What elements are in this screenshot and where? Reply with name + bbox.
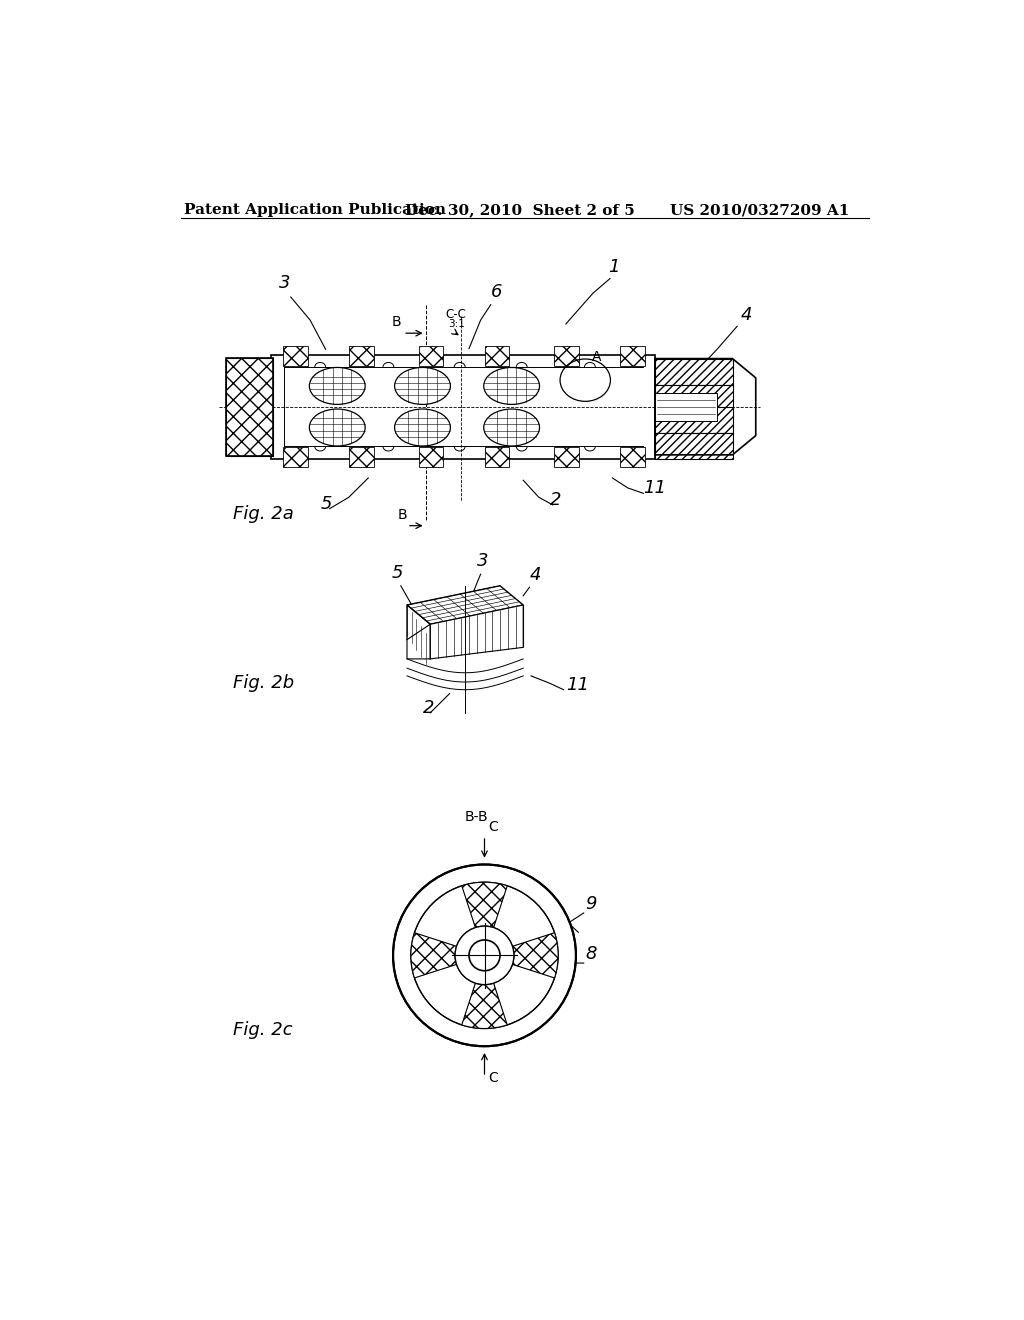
Bar xyxy=(554,346,579,367)
Wedge shape xyxy=(494,964,555,1026)
Bar xyxy=(226,358,273,455)
Text: 2: 2 xyxy=(550,491,562,510)
Polygon shape xyxy=(430,605,523,659)
Bar xyxy=(655,359,732,385)
Text: 3: 3 xyxy=(280,273,291,292)
Text: Fig. 2a: Fig. 2a xyxy=(232,506,293,523)
Bar xyxy=(655,393,717,421)
Circle shape xyxy=(469,940,500,970)
Bar xyxy=(655,385,732,412)
Ellipse shape xyxy=(483,409,540,446)
Text: C: C xyxy=(488,820,498,834)
Text: B-B: B-B xyxy=(465,809,488,824)
Bar xyxy=(349,447,374,467)
Text: C: C xyxy=(488,1072,498,1085)
Ellipse shape xyxy=(394,409,451,446)
Circle shape xyxy=(393,865,575,1047)
Bar xyxy=(283,346,308,367)
Wedge shape xyxy=(512,933,558,978)
Wedge shape xyxy=(415,886,475,946)
Text: 4: 4 xyxy=(740,306,752,325)
Text: 11: 11 xyxy=(566,676,589,694)
Text: A: A xyxy=(592,350,601,364)
Wedge shape xyxy=(415,964,475,1026)
Bar xyxy=(349,346,374,367)
Ellipse shape xyxy=(309,367,366,404)
Text: 3:1: 3:1 xyxy=(449,319,465,329)
Ellipse shape xyxy=(394,367,451,404)
Polygon shape xyxy=(407,605,430,659)
Circle shape xyxy=(455,927,514,985)
Wedge shape xyxy=(494,886,555,946)
Ellipse shape xyxy=(483,367,540,404)
Bar xyxy=(419,346,443,367)
Text: Patent Application Publication: Patent Application Publication xyxy=(183,203,445,216)
Text: 11: 11 xyxy=(643,479,667,498)
Text: 9: 9 xyxy=(586,895,597,913)
Bar xyxy=(484,346,509,367)
Ellipse shape xyxy=(309,409,366,446)
Text: B: B xyxy=(391,315,401,329)
Text: 6: 6 xyxy=(490,282,502,301)
Text: Dec. 30, 2010  Sheet 2 of 5: Dec. 30, 2010 Sheet 2 of 5 xyxy=(406,203,635,216)
Text: 5: 5 xyxy=(391,564,403,582)
Polygon shape xyxy=(407,624,430,659)
Text: B: B xyxy=(397,508,408,521)
Bar xyxy=(621,447,645,467)
Bar xyxy=(484,447,509,467)
Text: 4: 4 xyxy=(529,566,541,585)
Wedge shape xyxy=(462,882,507,928)
Bar xyxy=(226,358,273,455)
Wedge shape xyxy=(411,933,457,978)
Bar xyxy=(419,447,443,467)
Text: Fig. 2c: Fig. 2c xyxy=(232,1020,292,1039)
Wedge shape xyxy=(462,983,507,1028)
Text: 3: 3 xyxy=(477,553,488,570)
Bar xyxy=(554,447,579,467)
Text: Fig. 2b: Fig. 2b xyxy=(232,675,294,692)
Text: 1: 1 xyxy=(608,259,620,276)
Text: C-C: C-C xyxy=(445,308,467,321)
Text: US 2010/0327209 A1: US 2010/0327209 A1 xyxy=(671,203,850,216)
Text: 8: 8 xyxy=(586,945,597,964)
Bar xyxy=(271,355,655,459)
Text: 5: 5 xyxy=(321,495,332,512)
Polygon shape xyxy=(407,586,523,624)
Bar xyxy=(283,447,308,467)
Bar xyxy=(655,433,732,459)
Bar xyxy=(621,346,645,367)
Text: 2: 2 xyxy=(423,698,434,717)
Bar xyxy=(655,407,732,433)
